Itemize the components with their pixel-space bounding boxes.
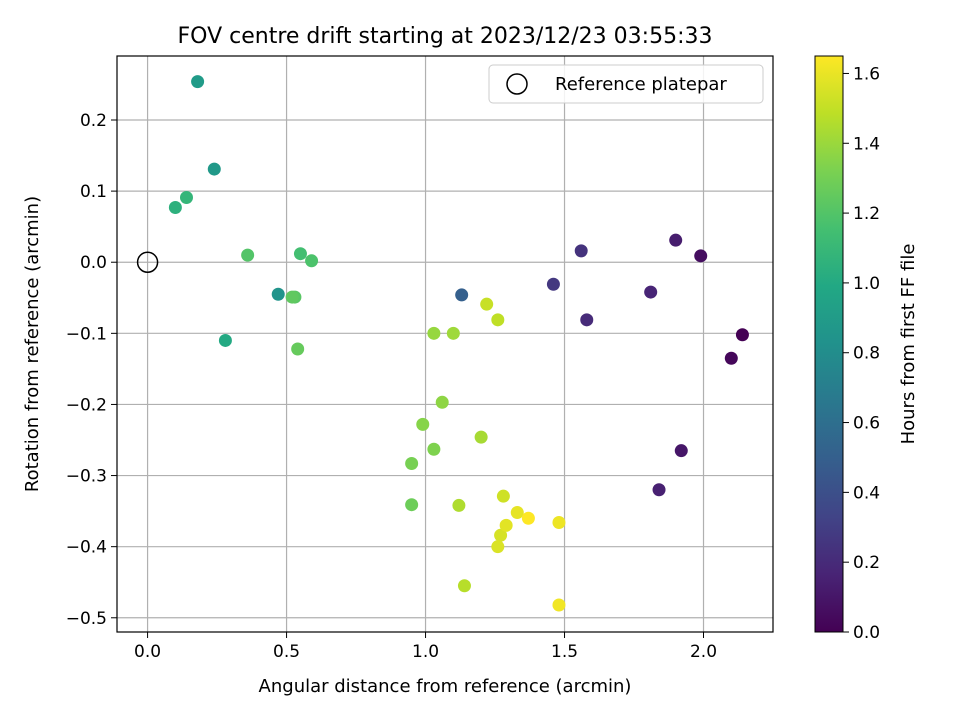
colorbar-tick-label: 1.0 [853,274,880,294]
data-point [446,326,460,340]
data-point [271,287,285,301]
data-point [168,200,182,214]
data-point [580,313,594,327]
x-axis-label: Angular distance from reference (arcmin) [259,676,632,697]
data-point [405,456,419,470]
y-tick-label: −0.3 [66,467,107,487]
colorbar-tick-label: 0.4 [853,483,880,503]
data-point [305,254,319,268]
data-point [435,395,449,409]
y-tick-label: 0.1 [80,182,107,202]
x-ticks: 0.0 0.5 1.0 1.5 2.0 [134,632,717,662]
y-tick-label: −0.4 [66,538,107,558]
x-tick-label: 0.5 [273,642,300,662]
legend-box [488,64,764,104]
data-point [652,483,666,497]
data-point [674,444,688,458]
data-points [168,75,749,612]
data-point [552,515,566,529]
data-point [694,249,708,263]
data-point [521,511,535,525]
y-tick-label: −0.1 [66,324,107,344]
colorbar-tick-label: 0.0 [853,623,880,643]
x-tick-label: 0.0 [134,642,161,662]
data-point [457,579,471,593]
y-axis-label: Rotation from reference (arcmin) [22,196,43,492]
data-point [491,313,505,327]
data-point [207,162,221,176]
grid-lines [117,56,773,632]
data-point [452,498,466,512]
chart-title: FOV centre drift starting at 2023/12/23 … [178,24,713,49]
data-point [218,333,232,347]
data-point [499,518,513,532]
data-point [574,244,588,258]
data-point [474,430,488,444]
data-point [285,290,299,304]
data-point [241,248,255,262]
y-ticks: 0.2 0.1 0.0 −0.1 −0.2 −0.3 −0.4 −0.5 [66,111,117,629]
colorbar-tick-label: 1.4 [853,134,880,154]
data-point [496,489,510,503]
data-point [724,351,738,365]
data-point [455,288,469,302]
data-point [291,342,305,356]
x-tick-label: 1.5 [551,642,578,662]
y-tick-label: −0.5 [66,609,107,629]
y-tick-label: 0.2 [80,111,107,131]
reference-layer [136,251,159,273]
data-point [179,191,193,205]
colorbar-label: Hours from first FF file [898,244,919,445]
data-point [552,598,566,612]
data-point [480,297,494,311]
data-point [510,506,524,520]
legend: Reference platepar [488,64,764,104]
data-point [405,498,419,512]
data-point [427,442,441,456]
colorbar-tick-label: 1.6 [853,64,880,84]
x-tick-label: 1.0 [412,642,439,662]
data-point [644,285,658,299]
legend-reference-label: Reference platepar [555,74,727,95]
legend-reference-marker [506,73,528,95]
colorbar-tick-label: 0.6 [853,414,880,434]
colorbar-tick-label: 1.2 [853,204,880,224]
colorbar-tick-label: 0.8 [853,344,880,364]
colorbar [814,55,844,633]
y-tick-label: −0.2 [66,395,107,415]
data-point [191,75,205,89]
data-point [416,417,430,431]
y-tick-label: 0.0 [80,253,107,273]
data-point [491,540,505,554]
data-point [546,277,560,291]
data-point [669,233,683,247]
data-point [494,528,508,542]
colorbar-tick-label: 0.2 [853,553,880,573]
plot-frame [116,55,774,633]
data-point [735,328,749,342]
data-point [293,247,307,261]
x-tick-label: 2.0 [690,642,717,662]
colorbar-ticks: 0.0 0.2 0.4 0.6 0.8 1.0 1.2 1.4 1.6 [843,64,880,643]
reference-platepar-marker [136,251,159,273]
data-point [427,326,441,340]
